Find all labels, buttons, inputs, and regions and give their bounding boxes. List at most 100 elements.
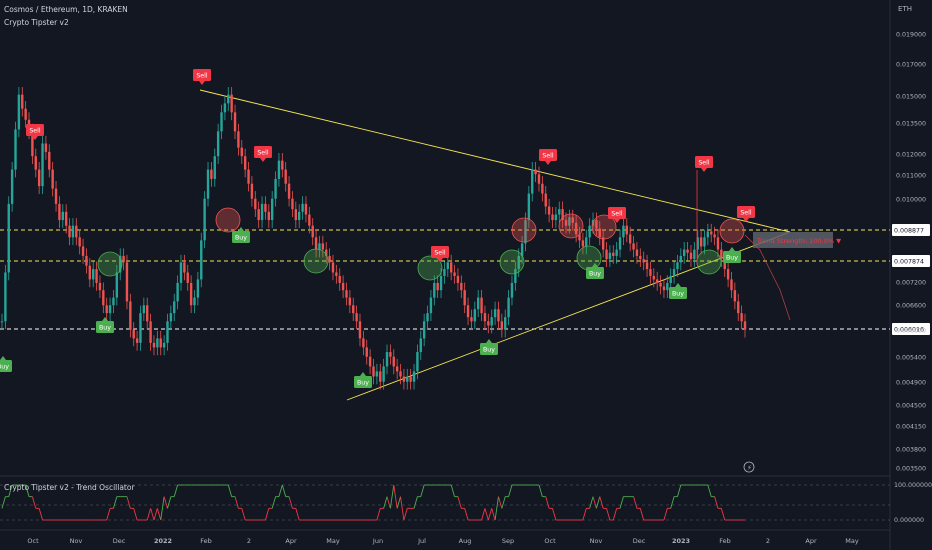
candle-body [389, 352, 392, 357]
candle-body [17, 94, 21, 130]
osc-segment [264, 508, 270, 521]
candle-body [169, 313, 173, 322]
candle-body [564, 220, 568, 226]
candle-body [193, 297, 196, 306]
level-value-bg [892, 224, 930, 236]
candle-body [284, 169, 287, 184]
osc-segment [487, 508, 493, 521]
x-tick-label: Apr [805, 537, 817, 545]
candle-body [514, 269, 517, 283]
osc-segment [498, 496, 503, 509]
candle-body [34, 156, 37, 170]
level-value-label: 0.007874 [894, 259, 924, 266]
osc-segment [545, 496, 550, 509]
candle-body [294, 209, 298, 221]
candle-body [311, 225, 314, 238]
candle-body [689, 252, 693, 260]
signal-circle [417, 255, 443, 281]
osc-segment [508, 484, 513, 497]
x-tick-label: Dec [633, 537, 646, 545]
osc-segment [295, 508, 300, 521]
candle-body [551, 214, 554, 221]
candle-body [166, 321, 169, 343]
candle-body [338, 275, 341, 283]
candle-body [291, 198, 294, 210]
candle-body [568, 217, 571, 226]
sell-arrow [437, 258, 443, 262]
lower-trendline [346, 231, 791, 401]
osc-segment [38, 508, 43, 521]
candle-body [267, 211, 271, 221]
candle-body [105, 305, 108, 314]
candle-body [487, 321, 490, 326]
y-axis[interactable]: 0.019000 0.017000 0.015000 0.013500 0.012000… [896, 32, 926, 473]
y-tick-label: 0.015000 [896, 94, 926, 101]
candle-body [449, 262, 453, 273]
candle-body [216, 131, 220, 157]
lightning-icon[interactable]: ⚡ [743, 461, 755, 473]
candle-body [547, 206, 551, 215]
osc-segment [413, 496, 418, 509]
signal-markers[interactable]: Buy Sell Buy Sell Sell Buy Buy Sell Buy Sell Sell B… [0, 69, 755, 388]
signal-label: Buy [99, 325, 111, 332]
candle-body [156, 338, 159, 348]
signal-box [96, 321, 114, 333]
candle-body [645, 262, 649, 270]
x-tick-label: Nov [590, 537, 603, 545]
candle-body [483, 313, 487, 322]
candle-body [88, 265, 92, 280]
candle-body [64, 211, 68, 226]
osc-segment [383, 496, 388, 509]
candle-body [517, 255, 520, 270]
buy-arrow [360, 372, 366, 376]
y-tick-label: 0.004150 [896, 424, 926, 431]
x-tick-label: Feb [719, 537, 731, 545]
candle-body [433, 282, 436, 298]
candle-body [44, 143, 48, 152]
signal-box [539, 149, 557, 161]
osc-segment [670, 496, 675, 509]
candle-body [321, 243, 325, 250]
candle-body [379, 371, 382, 382]
x-tick-label: Dec [113, 537, 126, 545]
signal-circle [558, 213, 584, 239]
candle-body [686, 249, 689, 253]
candle-body [152, 342, 156, 348]
osc-segment [612, 508, 618, 521]
osc-segment [25, 484, 30, 497]
signal-circle [719, 218, 745, 244]
osc-segment [484, 508, 489, 521]
candle-body [58, 203, 61, 221]
osc-segment [606, 508, 611, 521]
candle-body [186, 272, 189, 283]
candle-body [314, 237, 318, 250]
level-value-label: 0.006016 [894, 327, 924, 334]
candle-body [368, 356, 372, 367]
candle-body [68, 225, 71, 238]
candle-body [98, 282, 102, 291]
candle-body [159, 338, 162, 348]
candle-body [537, 174, 541, 184]
candle-body [733, 290, 737, 302]
x-axis[interactable]: Oct Nov Dec 2022 Feb 2 Apr May Jun Jul Aug Sep Oct No… [27, 537, 858, 545]
candle-body [723, 259, 726, 270]
candle-body [716, 237, 720, 250]
osc-segment [720, 508, 726, 521]
osc-segment [234, 496, 239, 509]
signal-box [723, 251, 741, 263]
signal-box [193, 69, 211, 81]
sell-signal: Sell [26, 124, 44, 140]
candle-body [402, 376, 406, 382]
candle-body [375, 371, 379, 377]
candle-body [585, 237, 588, 247]
candle-body [287, 183, 291, 199]
candle-body [254, 198, 257, 210]
x-tick-label: 2022 [154, 537, 172, 545]
candle-body [14, 129, 17, 170]
signal-label: Buy [589, 271, 601, 278]
candle-body [652, 275, 656, 280]
trend-strength-box: Trend Strength: 100.0% ▼ [753, 232, 841, 248]
candle-body [139, 313, 142, 343]
candle-body [129, 301, 132, 330]
